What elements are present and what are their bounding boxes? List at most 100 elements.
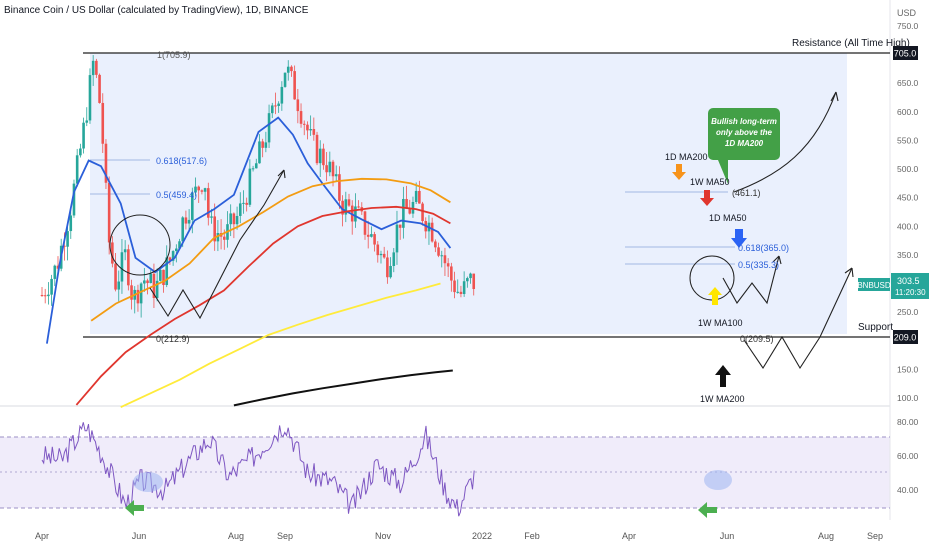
candle-body: [466, 278, 469, 282]
candle-body: [363, 211, 367, 235]
moving-averages: [46, 116, 453, 409]
candle-body: [200, 190, 204, 192]
candle-body: [325, 165, 328, 173]
candle-body: [178, 241, 181, 249]
candle-body: [322, 148, 325, 166]
arrow-head-curve: [830, 91, 839, 102]
candle-body: [405, 198, 408, 209]
time-tick-label: Nov: [375, 531, 392, 541]
candle-body: [162, 269, 165, 286]
candle-body: [69, 215, 73, 232]
1d-ma200-line: [90, 177, 451, 322]
green-arrow-left-icon: [125, 500, 144, 516]
black-arrow-icon: [715, 365, 731, 387]
candle-body: [453, 280, 456, 293]
candle-body: [437, 247, 440, 256]
candle-body: [254, 163, 258, 169]
candle-body: [63, 245, 66, 247]
candle-body: [232, 213, 236, 225]
candle-body: [258, 141, 261, 164]
candle-body: [456, 291, 460, 293]
candle-body: [382, 253, 386, 258]
candle-body: [111, 242, 114, 264]
candle-body: [66, 231, 69, 247]
candle-body: [395, 224, 399, 253]
fib-right-top: (461.1): [732, 188, 761, 198]
candle-body: [139, 283, 143, 304]
time-tick-label: 2022: [472, 531, 492, 541]
candle-body: [274, 105, 277, 107]
svg-text:11:20:30: 11:20:30: [895, 288, 926, 297]
fib-right-0: 0(209.5): [740, 334, 774, 344]
price-tick-label: 600.0: [897, 107, 919, 117]
candle-body: [306, 124, 309, 131]
rsi-axis[interactable]: 80.00 60.00 40.00: [897, 417, 919, 495]
price-tick-label: 500.0: [897, 164, 919, 174]
circle-left-bottom: [109, 214, 171, 276]
fib-left-0618: 0.618(517.6): [156, 156, 207, 166]
candle-body: [235, 215, 239, 225]
yellow-arrow-icon: [708, 287, 722, 305]
candle-body: [414, 190, 418, 202]
candle-body: [318, 148, 322, 164]
candle-body: [450, 266, 453, 281]
candle-body: [421, 203, 424, 222]
candle-body: [418, 190, 421, 204]
label-1w-ma100: 1W MA100: [698, 318, 743, 328]
candle-body: [299, 111, 303, 124]
1w-ma100-line: [120, 282, 441, 409]
orange-arrow-icon: [672, 164, 686, 180]
resistance-label: Resistance (All Time High): [792, 38, 910, 49]
candle-body: [370, 234, 373, 237]
candle-body: [91, 60, 95, 76]
candle-body: [373, 234, 376, 245]
candle-body: [366, 234, 370, 237]
candle-body: [104, 143, 108, 183]
candle-body: [459, 291, 463, 295]
candle-body: [191, 192, 194, 220]
candle-body: [149, 273, 153, 284]
candle-body: [290, 66, 293, 72]
candle-body: [146, 280, 149, 284]
time-tick-label: Apr: [622, 531, 636, 541]
candle-body: [443, 255, 447, 264]
candle-body: [411, 201, 415, 214]
price-tick-label: 400.0: [897, 221, 919, 231]
rsi-tick-label: 60.00: [897, 451, 919, 461]
candle-body: [206, 188, 210, 218]
candle-body: [72, 183, 76, 216]
candle-body: [114, 263, 117, 290]
candle-body: [331, 161, 335, 177]
time-tick-label: Sep: [277, 531, 293, 541]
candle-body: [101, 102, 105, 144]
candle-body: [184, 217, 188, 224]
candle-body: [85, 120, 89, 123]
candle-body: [159, 269, 162, 281]
candle-body: [98, 74, 101, 103]
candle-body: [238, 203, 242, 216]
price-axis[interactable]: 750.0700.0650.0600.0550.0500.0450.0400.0…: [897, 21, 919, 403]
candle-body: [354, 206, 357, 222]
candle-body: [341, 200, 344, 215]
candle-body: [293, 71, 296, 100]
svg-text:303.5: 303.5: [897, 276, 920, 286]
label-1d-ma50: 1D MA50: [709, 213, 747, 223]
price-tick-label: 100.0: [897, 393, 919, 403]
label-1d-ma200: 1D MA200: [665, 152, 708, 162]
candle-body: [197, 186, 201, 191]
candle-body: [347, 199, 351, 206]
arrow-head-left: [277, 169, 286, 179]
candle-body: [277, 103, 280, 106]
candle-body: [229, 213, 232, 225]
time-axis[interactable]: Apr Jun Aug Sep Nov 2022 Feb Apr Jun Aug Sep: [35, 531, 883, 541]
projection-curve: [733, 91, 837, 193]
candle-body: [175, 248, 178, 252]
callout-bubble: Bullish long-term only above the 1D MA20…: [708, 108, 780, 184]
time-tick-label: Aug: [818, 531, 834, 541]
fib-left-1: 1(705.9): [157, 50, 191, 60]
callout-line-3: 1D MA200: [725, 139, 764, 148]
support-badge: 209.0: [893, 330, 918, 344]
chart-title: Binance Coin / US Dollar (calculated by …: [4, 5, 309, 16]
